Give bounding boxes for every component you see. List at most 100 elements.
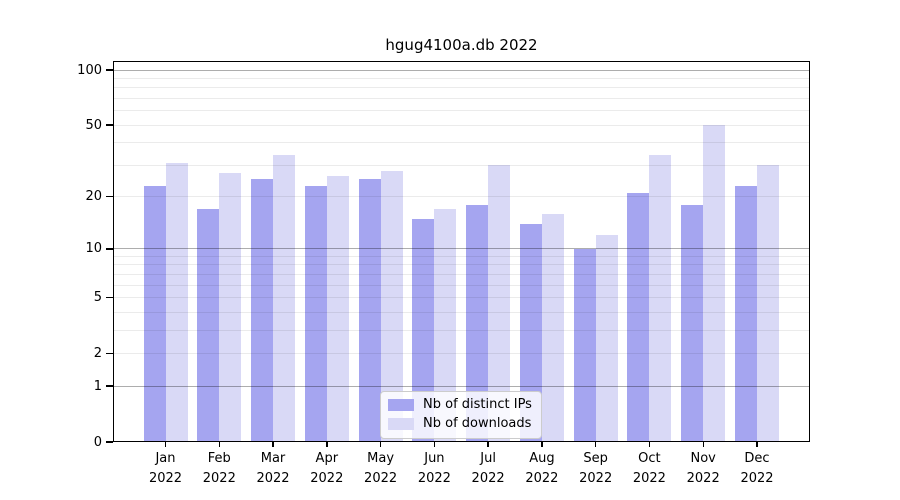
chart-title: hgug4100a.db 2022 bbox=[385, 36, 538, 54]
x-tick-label-month: Feb bbox=[207, 451, 231, 466]
x-tick-label-month: Jul bbox=[480, 451, 496, 466]
x-tick-label-month: Apr bbox=[315, 451, 339, 466]
gridline-minor bbox=[113, 255, 810, 257]
x-tick-label: Mar 2022 bbox=[241, 449, 305, 488]
y-tick-label: 5 bbox=[93, 290, 102, 306]
y-tick-label: 100 bbox=[77, 62, 102, 78]
x-tick-label: Dec 2022 bbox=[725, 449, 789, 488]
y-tick-label: 10 bbox=[85, 241, 102, 257]
x-tick-label: Jan 2022 bbox=[134, 449, 198, 488]
gridline-major bbox=[113, 69, 810, 71]
y-tick bbox=[106, 124, 113, 126]
bar-apr-downloads bbox=[326, 176, 349, 442]
x-tick bbox=[218, 442, 220, 447]
plot-area: Nb of distinct IPs Nb of downloads bbox=[113, 61, 810, 442]
gridline-minor bbox=[113, 196, 810, 198]
bar-jan-distinct-ips bbox=[143, 185, 166, 442]
y-tick bbox=[106, 69, 113, 71]
bar-jan-downloads bbox=[165, 162, 188, 442]
bar-oct-downloads bbox=[649, 155, 672, 442]
bar-feb-downloads bbox=[219, 173, 242, 442]
y-tick bbox=[106, 195, 113, 198]
x-tick bbox=[487, 442, 489, 447]
x-tick-label-year: 2022 bbox=[310, 470, 344, 486]
bar-jun-downloads bbox=[434, 209, 457, 442]
y-tick-label: 50 bbox=[85, 117, 102, 133]
bar-nov-distinct-ips bbox=[681, 204, 704, 442]
bar-feb-distinct-ips bbox=[197, 209, 220, 442]
x-tick-label-month: May bbox=[367, 451, 395, 466]
x-tick-label-month: Jun bbox=[424, 451, 445, 466]
x-tick-label: Oct 2022 bbox=[617, 449, 681, 488]
legend-swatch-distinct-ips bbox=[388, 399, 414, 411]
bar-sep-downloads bbox=[595, 235, 618, 442]
gridline-minor bbox=[113, 87, 810, 89]
gridline-minor bbox=[113, 97, 810, 99]
x-tick-label-year: 2022 bbox=[417, 470, 451, 486]
x-tick-label-year: 2022 bbox=[579, 470, 613, 486]
x-tick-label: Aug 2022 bbox=[510, 449, 574, 488]
bar-jul-distinct-ips bbox=[466, 204, 489, 442]
legend-swatch-downloads bbox=[388, 418, 414, 430]
gridline-major bbox=[113, 385, 810, 387]
y-tick bbox=[106, 352, 113, 355]
bar-sep-distinct-ips bbox=[573, 248, 596, 442]
x-tick-label: May 2022 bbox=[349, 449, 413, 488]
bar-dec-distinct-ips bbox=[734, 185, 757, 442]
y-tick bbox=[106, 248, 113, 250]
x-tick-label-year: 2022 bbox=[632, 470, 666, 486]
x-tick-label-year: 2022 bbox=[740, 470, 774, 486]
legend-item-downloads: Nb of downloads bbox=[388, 416, 532, 432]
y-tick bbox=[106, 385, 113, 387]
y-tick bbox=[106, 441, 113, 443]
gridline-minor bbox=[113, 77, 810, 79]
bar-mar-distinct-ips bbox=[251, 179, 274, 442]
gridline-major bbox=[113, 248, 810, 250]
gridline-minor bbox=[113, 164, 810, 166]
x-tick-label-year: 2022 bbox=[686, 470, 720, 486]
bar-nov-downloads bbox=[703, 125, 726, 442]
bar-apr-distinct-ips bbox=[304, 185, 327, 442]
bar-aug-distinct-ips bbox=[519, 223, 542, 442]
legend-label-distinct-ips: Nb of distinct IPs bbox=[423, 397, 532, 412]
gridline-minor bbox=[113, 352, 810, 354]
legend-label-downloads: Nb of downloads bbox=[423, 416, 532, 431]
bar-oct-distinct-ips bbox=[627, 192, 650, 442]
y-tick-label: 20 bbox=[85, 189, 102, 205]
bar-mar-downloads bbox=[273, 155, 296, 442]
x-tick-label-month: Sep bbox=[583, 451, 608, 466]
x-tick-label: Jun 2022 bbox=[402, 449, 466, 488]
gridline-minor bbox=[113, 124, 810, 126]
gridline-minor bbox=[113, 110, 810, 112]
x-tick-label: Sep 2022 bbox=[564, 449, 628, 488]
x-tick-label-month: Aug bbox=[529, 451, 555, 466]
gridline-minor bbox=[113, 329, 810, 331]
y-tick-label: 0 bbox=[93, 434, 102, 450]
x-tick-label-year: 2022 bbox=[364, 470, 398, 486]
x-tick-label-year: 2022 bbox=[256, 470, 290, 486]
x-tick-label-year: 2022 bbox=[202, 470, 236, 486]
bar-jun-distinct-ips bbox=[412, 218, 435, 442]
x-tick bbox=[702, 442, 704, 447]
x-tick-label-month: Mar bbox=[260, 451, 286, 466]
gridline-minor bbox=[113, 311, 810, 313]
x-tick-label: Feb 2022 bbox=[187, 449, 251, 488]
x-tick-label-year: 2022 bbox=[471, 470, 505, 486]
x-tick bbox=[433, 442, 436, 447]
gridline-minor bbox=[113, 297, 810, 299]
x-tick bbox=[756, 442, 758, 447]
gridline-minor bbox=[113, 284, 810, 286]
gridline-minor bbox=[113, 264, 810, 266]
x-tick bbox=[379, 442, 382, 447]
x-tick-label-month: Nov bbox=[690, 451, 716, 466]
gridline-minor bbox=[113, 273, 810, 275]
x-tick-label-month: Jan bbox=[155, 451, 176, 466]
x-tick bbox=[272, 442, 274, 447]
x-tick bbox=[648, 442, 651, 447]
x-tick-label: Apr 2022 bbox=[295, 449, 359, 488]
x-tick bbox=[164, 442, 167, 447]
bar-may-distinct-ips bbox=[358, 179, 381, 442]
x-tick-label: Jul 2022 bbox=[456, 449, 520, 488]
x-tick bbox=[594, 442, 597, 447]
